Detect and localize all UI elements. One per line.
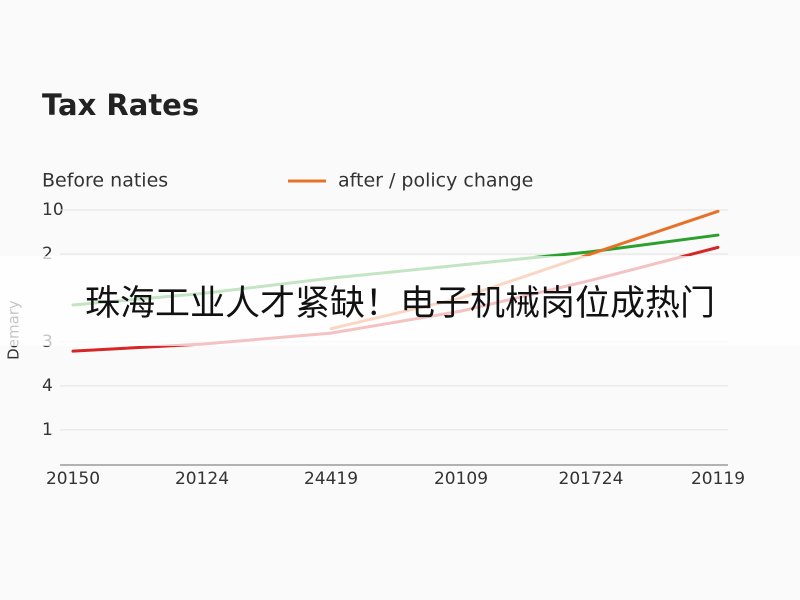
- x-tick-label: 20109: [434, 469, 488, 489]
- legend-label: after / policy change: [338, 170, 533, 192]
- y-tick-label: 4: [42, 376, 53, 396]
- y-tick-label: 1: [42, 420, 53, 440]
- overlay-text: 珠海工业人才紧缺！电子机械岗位成热门: [85, 284, 715, 324]
- x-tick-label: 24419: [304, 469, 358, 489]
- chart-title: Tax Rates: [42, 88, 199, 122]
- legend-label: Before naties: [42, 170, 168, 192]
- y-tick-label: 2: [42, 244, 53, 264]
- x-tick-label: 20124: [175, 469, 229, 489]
- x-tick-label: 20150: [46, 469, 100, 489]
- x-tick-label: 201724: [559, 469, 624, 489]
- y-tick-label: 10: [42, 200, 64, 220]
- overlay-banner: [0, 256, 800, 346]
- x-tick-label: 20119: [691, 469, 745, 489]
